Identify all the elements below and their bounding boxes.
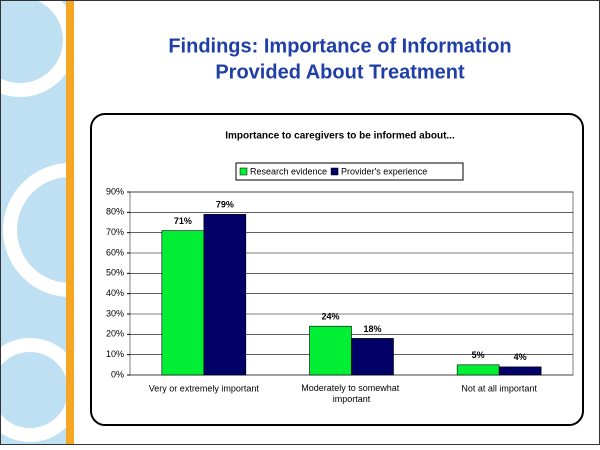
chart-title: Importance to caregivers to be informed … bbox=[225, 131, 455, 142]
y-tick-label: 90% bbox=[106, 186, 124, 196]
value-label: 24% bbox=[321, 312, 339, 322]
x-tick-label: Not at all important bbox=[461, 383, 537, 393]
bar bbox=[456, 364, 500, 376]
x-tick-label-line: Moderately to somewhat bbox=[301, 383, 402, 393]
orange-bar bbox=[66, 0, 74, 445]
y-tick-label: 10% bbox=[106, 349, 124, 359]
legend-swatch bbox=[330, 167, 339, 176]
slide-title: Provided About Treatment bbox=[215, 61, 465, 83]
bar bbox=[351, 338, 394, 376]
y-tick-label: 60% bbox=[106, 247, 124, 257]
y-tick-label: 80% bbox=[106, 207, 124, 217]
slide-title: Findings: Importance of Information bbox=[168, 35, 511, 57]
y-tick-label: 70% bbox=[106, 227, 124, 237]
value-label: 79% bbox=[216, 200, 234, 210]
bar bbox=[498, 366, 542, 376]
y-tick-label: 50% bbox=[106, 268, 124, 278]
legend-swatch bbox=[239, 167, 248, 176]
y-tick-label: 30% bbox=[106, 308, 124, 318]
value-label: 5% bbox=[472, 350, 485, 360]
y-tick-label: 20% bbox=[106, 329, 124, 339]
bar bbox=[161, 230, 205, 376]
y-tick-label: 40% bbox=[106, 288, 124, 298]
value-label: 18% bbox=[363, 324, 381, 334]
value-label: 4% bbox=[514, 352, 527, 362]
x-tick-label: Very or extremely important bbox=[149, 383, 260, 393]
value-label: 71% bbox=[174, 216, 192, 226]
bar bbox=[309, 325, 352, 376]
legend-box bbox=[235, 162, 464, 181]
x-tick-label: Moderately to somewhat important bbox=[301, 383, 402, 404]
y-tick-label: 0% bbox=[111, 369, 124, 379]
legend-label: Research evidence bbox=[250, 166, 327, 176]
bar bbox=[203, 214, 247, 376]
legend-label: Provider's experience bbox=[341, 166, 427, 176]
x-tick-label-line: important bbox=[333, 394, 371, 404]
